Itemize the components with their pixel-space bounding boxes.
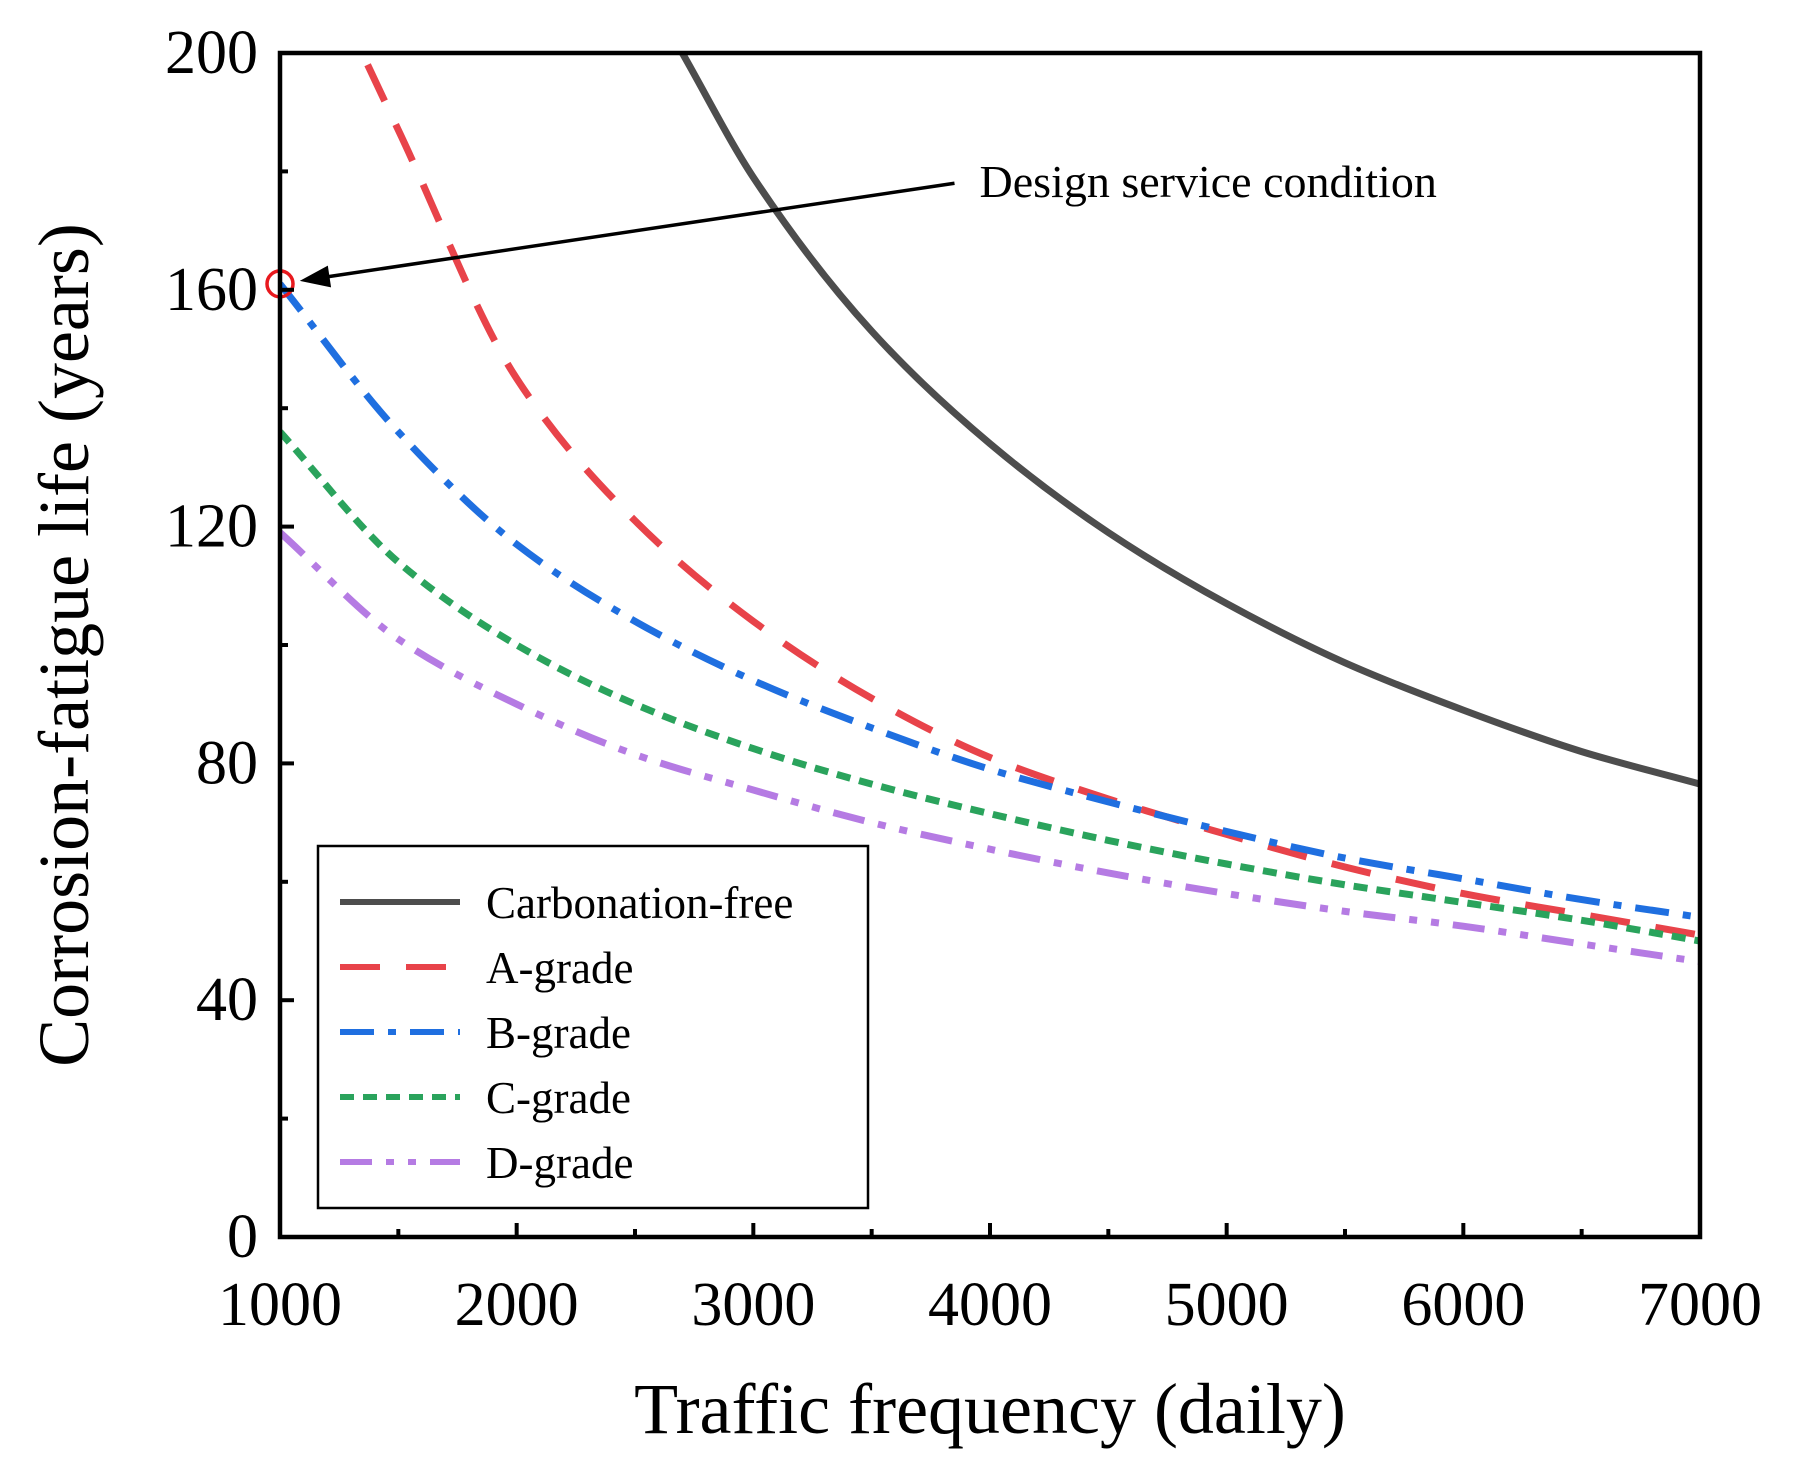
axis-titles: Traffic frequency (daily) Corrosion-fati… — [24, 223, 1346, 1449]
y-tick-label: 0 — [227, 1203, 258, 1271]
legend-label: D-grade — [486, 1138, 633, 1188]
x-tick-label: 7000 — [1638, 1271, 1762, 1339]
y-tick-label: 40 — [196, 966, 258, 1034]
legend: Carbonation-free A-grade B-grade C-grade D-g… — [316, 844, 870, 1210]
x-tick-label: 4000 — [928, 1271, 1052, 1339]
series-line-c-grade — [280, 429, 1700, 945]
legend-label: Carbonation-free — [486, 878, 793, 928]
annotation-layer: Design service condition — [265, 156, 1437, 299]
x-tick-label: 5000 — [1165, 1271, 1289, 1339]
x-tick-label: 2000 — [455, 1271, 579, 1339]
series-line-b-grade — [280, 281, 1700, 921]
y-tick-label: 80 — [196, 729, 258, 797]
legend-box — [316, 844, 870, 1210]
series-line-a-grade — [364, 63, 1700, 939]
x-tick-label: 6000 — [1401, 1271, 1525, 1339]
y-tick-label: 200 — [165, 19, 258, 87]
legend-label: C-grade — [486, 1073, 631, 1123]
x-tick-label: 3000 — [691, 1271, 815, 1339]
y-tick-label: 120 — [165, 493, 258, 561]
legend-label: A-grade — [486, 943, 633, 993]
y-axis-title: Corrosion-fatigue life (years) — [24, 223, 104, 1067]
x-tick-label: 1000 — [218, 1271, 342, 1339]
x-axis-title: Traffic frequency (daily) — [634, 1369, 1346, 1449]
series-layer — [280, 53, 1700, 966]
ticks-layer: 1000 2000 3000 4000 5000 6000 7000 0 40 80 120 160 2… — [165, 19, 1762, 1339]
annotation-arrow-shaft — [323, 181, 955, 280]
y-tick-label: 160 — [165, 256, 258, 324]
annotation-label: Design service condition — [980, 156, 1437, 207]
series-line-carbonation-free — [679, 53, 1700, 788]
legend-label: B-grade — [486, 1008, 631, 1058]
annotation-arrow-head — [299, 265, 332, 288]
series-line-d-grade — [280, 529, 1700, 966]
